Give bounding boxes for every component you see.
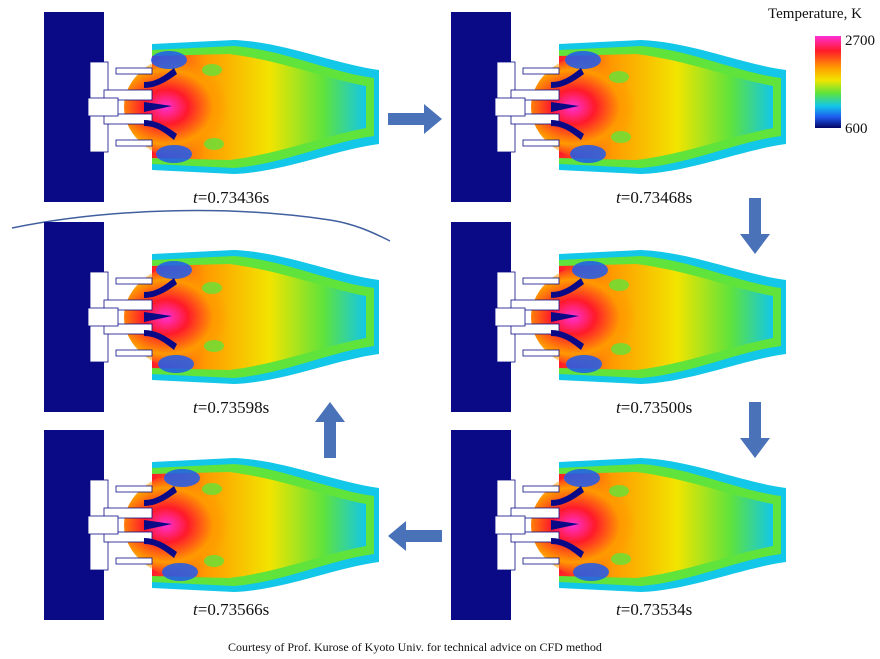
time-label-1: t=0.73436s [193, 188, 270, 207]
combustor-snapshot [451, 222, 786, 412]
legend-title: Temperature, K [768, 6, 862, 22]
cfd-panel-6 [44, 222, 389, 412]
temperature-colorbar [815, 36, 841, 128]
time-label-4: t=0.73534s [616, 600, 693, 619]
time-label-3: t=0.73500s [616, 398, 693, 417]
combustor-snapshot [451, 430, 786, 620]
cfd-panel-4 [451, 430, 796, 620]
combustor-snapshot [451, 12, 786, 202]
arrow-down-icon [740, 198, 770, 254]
arrow-up-icon [315, 402, 345, 458]
arrow-down-icon [740, 402, 770, 458]
cfd-panel-2 [451, 12, 796, 202]
credit-text: Courtesy of Prof. Kurose of Kyoto Univ. … [228, 640, 602, 654]
combustor-snapshot [44, 430, 379, 620]
time-label-5: t=0.73566s [193, 600, 270, 619]
arrow-left-icon [388, 521, 442, 551]
cfd-panel-1 [44, 12, 389, 202]
cfd-panel-3 [451, 222, 796, 412]
time-label-6: t=0.73598s [193, 398, 270, 417]
time-label-2: t=0.73468s [616, 188, 693, 207]
cfd-panel-5 [44, 430, 389, 620]
arrow-right-icon [388, 104, 442, 134]
legend-max-label: 2700 [845, 33, 875, 49]
combustor-snapshot [44, 222, 379, 412]
combustor-snapshot [44, 12, 379, 202]
legend-min-label: 600 [845, 121, 868, 137]
